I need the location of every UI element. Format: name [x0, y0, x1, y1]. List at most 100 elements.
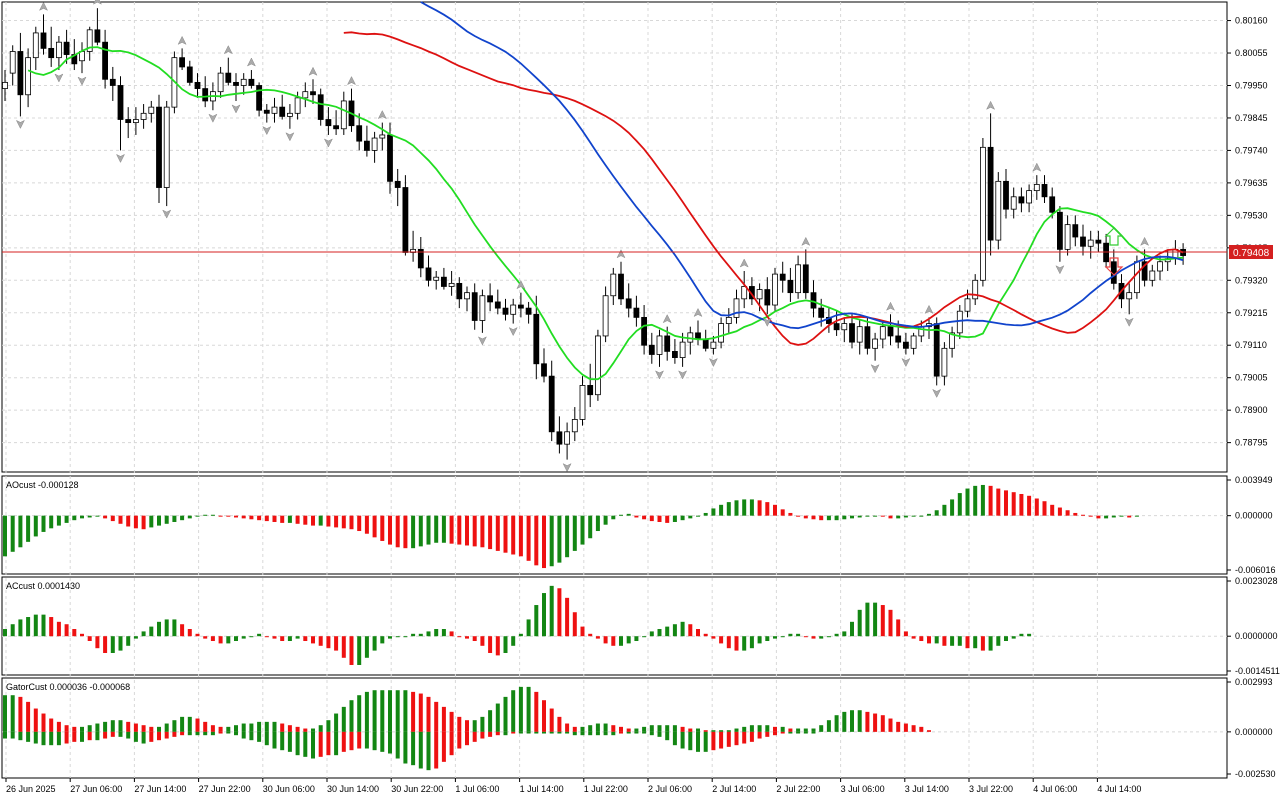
indicator-bar [626, 636, 631, 644]
bullish-candle [595, 335, 601, 396]
gator-upper-bar [526, 686, 531, 732]
indicator-bar [1111, 515, 1116, 518]
indicator-tick-label: 0.0023028 [1235, 576, 1278, 586]
indicator-bar [141, 515, 146, 530]
bullish-candle [1134, 261, 1140, 294]
indicator-bar [1027, 633, 1032, 637]
bullish-candle [725, 316, 732, 324]
bearish-candle [248, 78, 255, 86]
price-pane[interactable] [1, 1, 1228, 473]
bearish-candle [279, 106, 286, 117]
indicator-bar [811, 636, 816, 639]
indicator-bar [580, 515, 585, 545]
gator-upper-bar [180, 716, 185, 732]
indicator-bar [634, 636, 639, 642]
gator-upper-bar [364, 691, 369, 732]
gator-lower-bar [241, 731, 246, 739]
indicator-bar [472, 515, 477, 547]
indicator-bar [826, 636, 831, 638]
indicator-bar [249, 636, 254, 638]
gator-upper-bar [441, 706, 446, 732]
ao-pane[interactable] [1, 475, 1228, 575]
fractal-down-icon [1055, 265, 1065, 275]
bullish-candle [294, 97, 301, 114]
gator-upper-bar [349, 700, 354, 732]
price-tick-label: 0.79530 [1235, 210, 1268, 220]
gator-lower-bar [280, 731, 285, 751]
gator-lower-bar [311, 731, 315, 759]
gator-lower-bar [72, 731, 77, 742]
bearish-candle [818, 307, 825, 318]
indicator-bar [773, 504, 777, 516]
indicator-bar [742, 499, 747, 516]
bearish-candle [1057, 211, 1063, 250]
price-tick-label: 0.79320 [1235, 275, 1268, 285]
bullish-candle [148, 106, 155, 114]
indicator-bar [480, 636, 485, 646]
gator-lower-bar [426, 731, 431, 771]
fractal-markers [15, 0, 1150, 473]
indicator-bar [426, 631, 431, 637]
indicator-bar [580, 626, 585, 637]
indicator-bar [642, 636, 647, 638]
bullish-candle [271, 106, 278, 114]
gator-lower-bar [133, 731, 138, 742]
bullish-candle [756, 289, 763, 300]
gator-upper-bar [164, 723, 169, 732]
indicator-bar [619, 636, 623, 646]
fractal-down-icon [932, 388, 942, 398]
gator-upper-bar [826, 720, 831, 732]
indicator-bar [842, 515, 847, 520]
indicator-bar [465, 515, 469, 546]
gator-lower-bar [180, 731, 185, 736]
gator-upper-bar [241, 723, 246, 732]
gator-lower-bar [349, 731, 354, 751]
indicator-bar [950, 636, 955, 646]
gator-lower-bar [726, 731, 731, 747]
indicator-bar [988, 636, 993, 651]
gator-upper-bar [749, 725, 754, 732]
ac-pane[interactable] [1, 576, 1228, 676]
indicator-bar [434, 515, 439, 543]
gator-lower-bar [788, 731, 793, 734]
gator-upper-bar [788, 728, 793, 732]
gator-lower-bar [41, 731, 46, 746]
indicator-bar [572, 612, 577, 637]
gator-upper-bar [511, 690, 516, 732]
price-axis: 0.80160 0.80055 0.79950 0.79845 0.79740 0.796… [1227, 16, 1268, 448]
indicator-bar [110, 636, 115, 653]
gator-upper-bar [734, 728, 739, 732]
gator-lower-bar [272, 731, 277, 749]
indicator-bar [272, 636, 277, 639]
gator-lower-bar [595, 731, 600, 736]
bullish-candle [710, 341, 717, 349]
fractal-down-icon [870, 364, 880, 374]
gator-lower-bar [411, 731, 416, 766]
indicator-bar [973, 485, 978, 516]
gator-upper-bar [341, 706, 346, 732]
indicator-bar [264, 636, 269, 638]
indicator-bar [126, 636, 131, 646]
fractal-up-icon [1032, 162, 1042, 172]
gator-upper-bar [326, 720, 331, 732]
bullish-candle [949, 332, 955, 349]
gator-upper-bar [64, 725, 69, 732]
gator-lower-bar [511, 731, 516, 734]
indicator-bar [534, 515, 539, 566]
indicator-bar [688, 624, 693, 637]
fractal-up-icon [38, 1, 49, 11]
indicator-bar [157, 621, 161, 637]
indicator-bar [341, 515, 346, 529]
gator-pane[interactable] [1, 677, 1228, 779]
indicator-bar [834, 515, 839, 521]
gator-lower-bar [403, 731, 408, 764]
gator-lower-bar [465, 731, 469, 746]
bullish-candle [733, 298, 740, 318]
bearish-candle [779, 273, 786, 281]
bearish-candle [533, 313, 540, 365]
gator-lower-bar [665, 731, 670, 741]
indicator-bar [3, 629, 7, 637]
indicator-bar [726, 502, 731, 516]
gator-lower-bar [580, 731, 585, 736]
time-tick-label: 3 Jul 22:00 [969, 784, 1013, 794]
